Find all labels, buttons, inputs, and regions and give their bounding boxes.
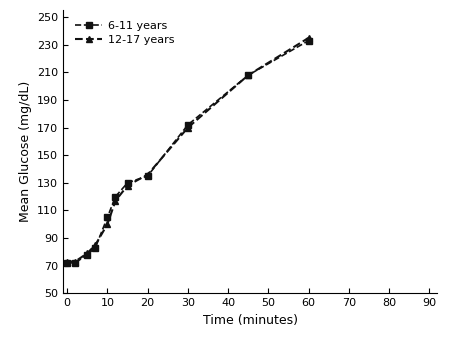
Legend: 6-11 years, 12-17 years: 6-11 years, 12-17 years xyxy=(73,19,177,47)
X-axis label: Time (minutes): Time (minutes) xyxy=(203,314,298,327)
Y-axis label: Mean Glucose (mg/dL): Mean Glucose (mg/dL) xyxy=(18,81,32,222)
